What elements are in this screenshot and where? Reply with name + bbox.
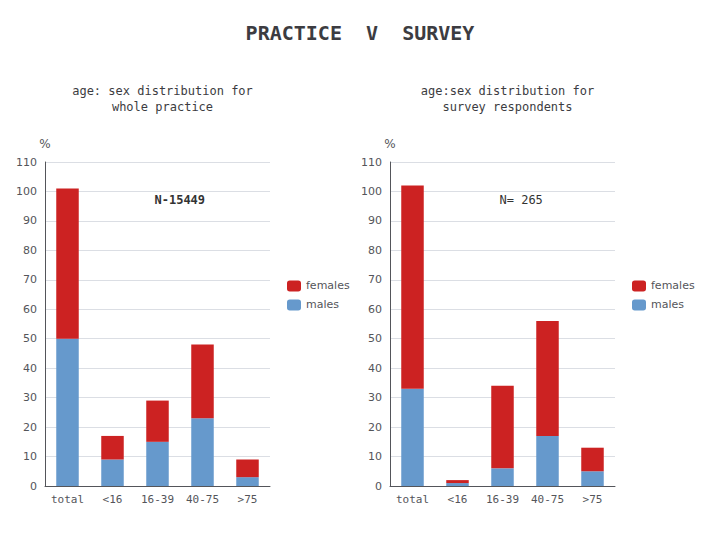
svg-text:20: 20	[368, 421, 382, 434]
svg-text:N-15449: N-15449	[155, 193, 206, 207]
svg-text:10: 10	[23, 450, 37, 463]
svg-text:0: 0	[375, 480, 382, 493]
svg-text:80: 80	[23, 244, 37, 257]
svg-text:>75: >75	[583, 493, 603, 506]
svg-text:%: %	[39, 137, 50, 151]
svg-text:50: 50	[368, 332, 382, 345]
svg-text:60: 60	[368, 303, 382, 316]
svg-text:30: 30	[368, 391, 382, 404]
svg-text:total: total	[396, 493, 429, 506]
svg-text:80: 80	[368, 244, 382, 257]
svg-text:100: 100	[16, 185, 37, 198]
svg-text:10: 10	[368, 450, 382, 463]
svg-text:age:sex distribution for: age:sex distribution for	[421, 84, 594, 98]
svg-text:60: 60	[23, 303, 37, 316]
svg-text:110: 110	[361, 156, 382, 169]
svg-text:16-39: 16-39	[141, 493, 174, 506]
svg-text:survey respondents: survey respondents	[442, 100, 572, 114]
svg-text:30: 30	[23, 391, 37, 404]
svg-text:>75: >75	[238, 493, 258, 506]
svg-text:90: 90	[23, 214, 37, 227]
svg-text:20: 20	[23, 421, 37, 434]
svg-text:PRACTICE V SURVEY: PRACTICE V SURVEY	[246, 21, 475, 45]
svg-text:males: males	[306, 298, 339, 311]
svg-text:70: 70	[368, 273, 382, 286]
svg-text:whole practice: whole practice	[112, 100, 213, 114]
svg-text:110: 110	[16, 156, 37, 169]
svg-text:N= 265: N= 265	[500, 193, 543, 207]
svg-text:<16: <16	[448, 493, 468, 506]
svg-text:16-39: 16-39	[486, 493, 519, 506]
svg-text:40-75: 40-75	[531, 493, 564, 506]
svg-text:total: total	[51, 493, 84, 506]
svg-text:40-75: 40-75	[186, 493, 219, 506]
svg-text:<16: <16	[103, 493, 123, 506]
svg-text:females: females	[651, 279, 695, 292]
svg-text:0: 0	[30, 480, 37, 493]
svg-text:40: 40	[368, 362, 382, 375]
svg-text:males: males	[651, 298, 684, 311]
svg-text:70: 70	[23, 273, 37, 286]
svg-text:90: 90	[368, 214, 382, 227]
svg-text:50: 50	[23, 332, 37, 345]
svg-text:females: females	[306, 279, 350, 292]
svg-text:age: sex distribution for: age: sex distribution for	[72, 84, 253, 98]
svg-text:40: 40	[23, 362, 37, 375]
svg-text:100: 100	[361, 185, 382, 198]
svg-text:%: %	[384, 137, 395, 151]
